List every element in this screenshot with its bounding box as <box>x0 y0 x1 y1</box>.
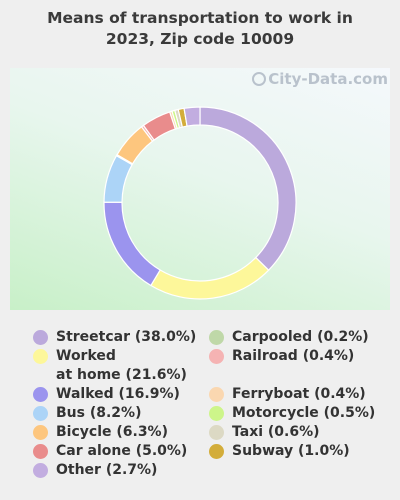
legend-item: Ferryboat (0.4%) <box>208 385 375 404</box>
legend-swatch <box>33 406 48 421</box>
donut-slice-streetcar <box>199 106 297 271</box>
legend-label: at home (21.6%) <box>56 367 187 383</box>
legend-label: Ferryboat (0.4%) <box>232 386 366 402</box>
watermark-text: City-Data.com <box>268 70 388 88</box>
legend-left-column: Streetcar (38.0%) Worked at home (21.6%) Wa… <box>32 328 196 480</box>
legend-item: Bicycle (6.3%) <box>32 423 196 442</box>
legend-label: Bus (8.2%) <box>56 405 142 421</box>
legend-swatch <box>33 463 48 478</box>
legend-label: Other (2.7%) <box>56 462 158 478</box>
legend-swatch <box>209 444 224 459</box>
legend-item: Subway (1.0%) <box>208 442 375 461</box>
legend-item: Worked at home (21.6%) <box>32 347 196 385</box>
legend-swatch <box>209 349 224 364</box>
legend-item: Railroad (0.4%) <box>208 347 375 366</box>
legend-item: Carpooled (0.2%) <box>208 328 375 347</box>
legend-swatch <box>33 349 48 364</box>
legend-spacer <box>208 366 375 385</box>
legend-right-column: Carpooled (0.2%) Railroad (0.4%) Ferryboat… <box>208 328 375 461</box>
legend-swatch <box>33 444 48 459</box>
chart-title: Means of transportation to work in 2023,… <box>0 8 400 50</box>
magnifier-icon <box>252 72 267 86</box>
legend-item: Car alone (5.0%) <box>32 442 196 461</box>
donut-slice-other <box>183 106 201 127</box>
legend-label: Streetcar (38.0%) <box>56 329 197 345</box>
legend-item: Streetcar (38.0%) <box>32 328 196 347</box>
donut-chart <box>103 106 297 300</box>
legend-label: Railroad (0.4%) <box>232 348 355 364</box>
legend-swatch <box>33 425 48 440</box>
chart-title-line-1: Means of transportation to work in <box>47 9 353 27</box>
legend-label: Carpooled (0.2%) <box>232 329 369 345</box>
legend-swatch <box>33 330 48 345</box>
legend-label: Taxi (0.6%) <box>232 424 320 440</box>
legend-item: Motorcycle (0.5%) <box>208 404 375 423</box>
legend-item: Walked (16.9%) <box>32 385 196 404</box>
legend-label: Subway (1.0%) <box>232 443 350 459</box>
chart-title-line-2: 2023, Zip code 10009 <box>105 30 295 48</box>
donut-slice-worked-at-home <box>150 256 270 300</box>
donut-slice-walked <box>103 201 161 287</box>
legend-label: Worked <box>56 348 116 364</box>
legend-label: Walked (16.9%) <box>56 386 180 402</box>
legend-swatch <box>209 406 224 421</box>
legend-label: Car alone (5.0%) <box>56 443 188 459</box>
legend-item: Other (2.7%) <box>32 461 196 480</box>
legend-swatch <box>33 387 48 402</box>
legend-label: Motorcycle (0.5%) <box>232 405 376 421</box>
legend-swatch <box>209 387 224 402</box>
watermark: City-Data.com <box>252 70 388 88</box>
legend-item: Bus (8.2%) <box>32 404 196 423</box>
legend-item: Taxi (0.6%) <box>208 423 375 442</box>
legend-swatch <box>209 425 224 440</box>
legend-swatch <box>209 330 224 345</box>
plot-area <box>10 68 390 310</box>
legend-label: Bicycle (6.3%) <box>56 424 168 440</box>
